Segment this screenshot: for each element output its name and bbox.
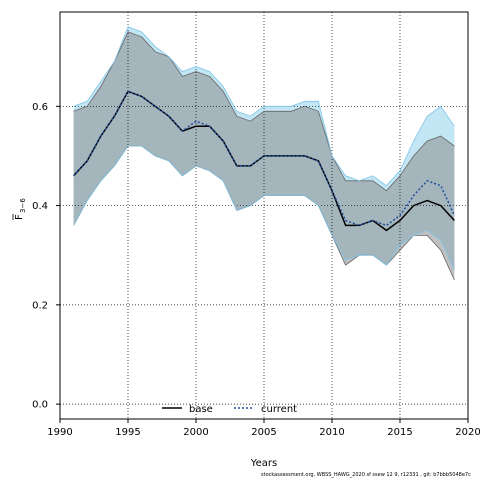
x-tick-label-1990: 1990 [47,427,72,438]
grid-lines [60,12,468,419]
credit-text: stockassessment.org, WBSS_HAWG_2020 sf s… [261,472,471,478]
y-axis-title: F 3−6 [12,198,27,220]
y-tick-label-0: 0.0 [32,400,48,411]
y-axis-ticks: 0.0 0.2 0.4 0.6 [32,102,60,411]
series-line-current [73,90,456,227]
legend-base-label: base [189,404,213,415]
x-tick-label-2020: 2020 [455,427,480,438]
legend: base current [162,404,297,415]
y-axis-title-sub: 3−6 [19,198,27,213]
series-line-base [73,90,455,232]
legend-current-label: current [261,404,297,415]
x-tick-label-2015: 2015 [387,427,412,438]
y-tick-label-0.4: 0.4 [32,201,48,212]
y-axis-title-main: F [14,214,25,220]
y-tick-label-0.6: 0.6 [32,102,48,113]
x-tick-label-2000: 2000 [183,427,208,438]
x-tick-label-2005: 2005 [251,427,276,438]
band-lower-edge-current [73,145,455,271]
series-lines [73,26,456,281]
x-tick-label-2010: 2010 [319,427,344,438]
x-axis-ticks: 1990 1995 2000 2005 2010 2015 2020 [47,419,480,438]
x-axis-title: Years [250,458,277,469]
band-upper-edge-current [73,26,455,187]
x-tick-label-1995: 1995 [115,427,140,438]
y-tick-label-0.2: 0.2 [32,300,48,311]
band-upper-edge-base [73,31,455,192]
